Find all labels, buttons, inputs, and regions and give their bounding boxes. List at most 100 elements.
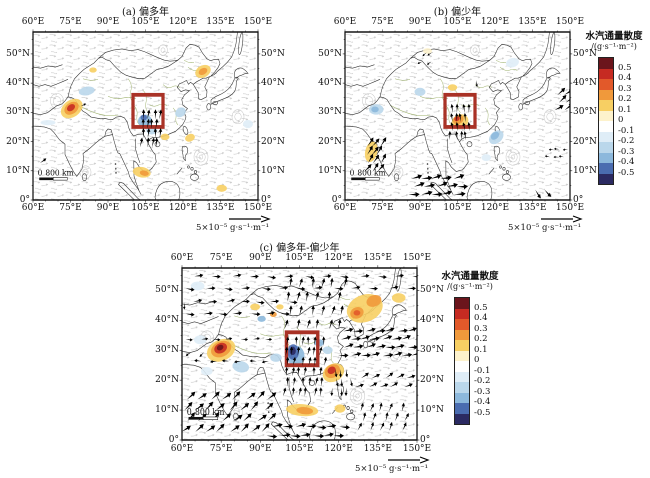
axis-tick-label: 20°N xyxy=(573,136,597,147)
axis-tick-label: 60°E xyxy=(21,203,45,213)
map-c: 0 800 km xyxy=(182,268,417,440)
colorbar-tick-label: -0.4 xyxy=(474,397,491,407)
axis-tick-label: 20°N xyxy=(318,136,342,147)
axis-tick-label: 90°E xyxy=(249,253,272,263)
colorbar-segment xyxy=(455,413,469,424)
shaded-anomaly xyxy=(194,335,207,345)
axis-tick-label: 90°E xyxy=(408,17,432,27)
shaded-anomaly xyxy=(364,141,378,163)
colorbar-segment xyxy=(599,58,613,69)
scale-bar: 0 800 km xyxy=(187,407,225,420)
colorbar-segment xyxy=(455,329,469,340)
axis-tick-label: 10°N xyxy=(261,165,285,176)
colorbar-tick-label: 0.4 xyxy=(618,73,632,83)
shaded-anomaly xyxy=(490,131,500,140)
axis-tick-label: 0° xyxy=(573,195,584,205)
shaded-anomaly xyxy=(289,346,296,356)
shaded-anomaly xyxy=(140,114,147,121)
vector-scale-label: 5×10⁻⁵ g·s⁻¹·m⁻¹ xyxy=(196,223,269,233)
shaded-anomaly xyxy=(414,87,426,96)
shaded-anomaly xyxy=(481,154,491,162)
shaded-anomaly xyxy=(371,106,379,113)
shaded-anomaly xyxy=(366,294,382,307)
panel-b-lon-axis-top: 60°E 75°E 90°E 105°E 120°E 135°E 150°E xyxy=(334,17,584,28)
colorbar-segment xyxy=(599,68,613,79)
axis-tick-label: 40°N xyxy=(155,315,179,326)
axis-tick-label: 20°N xyxy=(261,136,285,147)
scale-bar: 0 800 km xyxy=(38,167,74,181)
panel-a-lat-axis-left: 50°N 40°N 30°N 20°N 10°N 0° xyxy=(0,32,30,205)
axis-tick-label: 75°E xyxy=(59,17,82,27)
axis-tick-label: 120°E xyxy=(168,203,198,213)
panel-c-lon-axis-top: 60°E 75°E 90°E 105°E 120°E 135°E 150°E xyxy=(171,253,431,264)
colorbar-tick-label: 0.3 xyxy=(474,323,488,334)
panel-b-vector-scale: 5×10⁻⁵ g·s⁻¹·m⁻¹ xyxy=(497,214,592,233)
panel-c-lat-axis-right: 50°N 40°N 30°N 20°N 10°N 0° xyxy=(420,268,454,445)
colorbar-segment xyxy=(455,319,469,330)
colorbar-tick-label: 0.2 xyxy=(618,94,632,104)
scale-bar-distance: 800 km xyxy=(195,407,225,418)
shaded-anomaly xyxy=(353,310,361,316)
axis-tick-label: 30°N xyxy=(155,345,179,356)
axis-tick-label: 90°E xyxy=(96,17,120,27)
panel-a: (a) 偏多年 60°E 75°E 90°E 105°E 120°E 135°E 150°E… xyxy=(0,0,300,238)
axis-tick-label: 50°N xyxy=(155,285,179,296)
axis-tick-label: 60°E xyxy=(333,17,357,27)
colorbar-tick-label: -0.5 xyxy=(618,167,635,178)
colorbar-segment xyxy=(455,298,469,309)
reference-arrow-icon xyxy=(229,215,271,223)
axis-tick-label: 60°E xyxy=(21,17,45,27)
axis-tick-label: 105°E xyxy=(131,17,160,27)
axis-tick-label: 50°N xyxy=(573,48,597,59)
colorbar-bottom: 水汽通量散度 /(g·s⁻¹·m⁻²) 0.5 0.4 0.3 0.2 0.1 0 -0.1… xyxy=(432,268,508,425)
colorbar-segment xyxy=(599,110,613,121)
axis-tick-label: 10°N xyxy=(155,405,179,416)
colorbar-tick-label: -0.2 xyxy=(474,376,491,386)
shaded-anomaly xyxy=(322,346,333,355)
panel-c-lon-axis-bottom: 60°E 75°E 90°E 105°E 120°E 135°E 150°E xyxy=(171,444,431,455)
study-region-box xyxy=(443,92,477,129)
axis-tick-label: 0° xyxy=(19,195,30,205)
shaded-anomaly xyxy=(216,344,224,351)
reference-arrow-icon xyxy=(388,456,430,464)
colorbar-segment xyxy=(455,403,469,414)
shaded-anomaly xyxy=(270,353,282,362)
colorbar-tick-label: 0.4 xyxy=(474,313,488,323)
shaded-anomaly xyxy=(201,367,213,376)
axis-tick-label: 105°E xyxy=(285,444,314,454)
shaded-anomaly xyxy=(190,281,205,291)
panel-c-lat-axis-left: 50°N 40°N 30°N 20°N 10°N 0° xyxy=(147,268,179,445)
panel-a-vector-scale: 5×10⁻⁵ g·s⁻¹·m⁻¹ xyxy=(185,214,280,233)
axis-tick-label: 75°E xyxy=(209,444,233,454)
axis-tick-label: 0° xyxy=(331,195,342,205)
vector-scale-label: 5×10⁻⁵ g·s⁻¹·m⁻¹ xyxy=(355,464,428,474)
axis-tick-label: 120°E xyxy=(480,17,510,27)
axis-tick-label: 135°E xyxy=(363,253,392,263)
axis-tick-label: 10°N xyxy=(318,165,342,176)
colorbar-segment xyxy=(455,371,469,382)
colorbar-tick-labels: 0.5 0.4 0.3 0.2 0.1 0 -0.1 -0.2 -0.3 -0.4 -0.5 xyxy=(474,297,508,423)
axis-tick-label: 120°E xyxy=(480,203,510,213)
colorbar-tick-labels: 0.5 0.4 0.3 0.2 0.1 0 -0.1 -0.2 -0.3 -0.4 -0.5 xyxy=(618,57,650,183)
shaded-anomaly xyxy=(334,404,346,413)
colorbar-tick-label: -0.3 xyxy=(474,386,491,397)
colorbar-unit: /(g·s⁻¹·m⁻²) xyxy=(591,42,637,51)
colorbar-segment xyxy=(455,308,469,319)
axis-tick-label: 20°N xyxy=(155,375,179,386)
panel-a-lon-axis-bottom: 60°E 75°E 90°E 105°E 120°E 135°E 150°E xyxy=(22,203,272,214)
shaded-anomaly xyxy=(447,84,458,91)
axis-tick-label: 150°E xyxy=(402,444,432,454)
shaded-anomaly xyxy=(185,133,195,142)
axis-tick-label: 120°E xyxy=(324,444,353,454)
panel-c: (c) 偏多年-偏少年 60°E 75°E 90°E 105°E 120°E 135°E 1… xyxy=(149,238,461,478)
panel-b-lat-axis-right: 50°N 40°N 30°N 20°N 10°N 0° xyxy=(573,32,607,205)
shaded-anomaly xyxy=(216,184,227,192)
colorbar-title: 水汽通量散度 xyxy=(585,31,643,42)
colorbar-tick-label: -0.4 xyxy=(618,157,635,167)
axis-tick-label: 135°E xyxy=(518,17,547,27)
colorbar-unit: /(g·s⁻¹·m⁻²) xyxy=(447,282,493,291)
axis-tick-label: 20°N xyxy=(6,136,30,147)
axis-tick-label: 30°N xyxy=(420,345,444,356)
shaded-anomaly xyxy=(232,360,250,373)
